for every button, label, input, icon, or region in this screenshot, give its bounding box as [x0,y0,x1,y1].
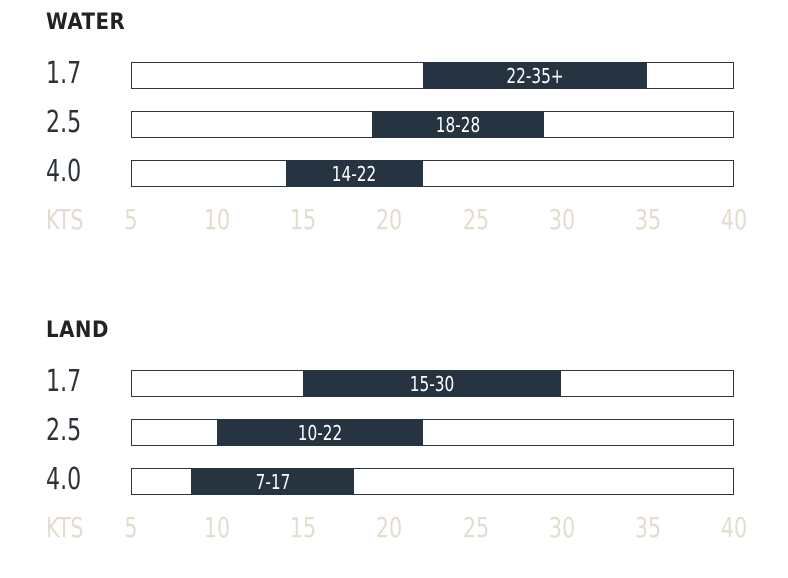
range-label: 7-17 [255,470,290,494]
range-label: 10-22 [297,421,343,445]
x-tick-label: 35 [634,511,661,544]
x-tick-label: 15 [290,203,317,236]
range-label: 18-28 [435,113,481,137]
row-label: 4.0 [46,462,82,497]
range-label: 22-35+ [506,64,564,88]
panel-title: WATER [46,10,126,35]
x-tick-label: 35 [634,203,661,236]
axis-unit-label: KTS [46,511,84,544]
x-tick-label: 10 [204,203,231,236]
row-label: 2.5 [46,413,82,448]
x-tick-label: 40 [720,203,748,236]
x-tick-label: 15 [290,511,317,544]
x-tick-label: 5 [124,511,138,544]
range-bar [423,61,648,89]
x-tick-label: 25 [462,203,489,236]
x-tick-label: 20 [376,511,403,544]
chart-panel-water: WATER 1.7 22-35+ 2.5 18-28 4.0 14-22 KTS 5 10 15 20… [0,0,788,270]
x-tick-label: 25 [462,511,489,544]
row-label: 2.5 [46,105,82,140]
range-track: 7-17 [131,467,734,495]
range-track: 14-22 [131,159,734,187]
x-tick-label: 40 [720,511,748,544]
range-bar [302,369,562,397]
row-label: 4.0 [46,154,82,189]
range-bar [216,418,424,446]
range-track: 22-35+ [131,61,734,89]
row-label: 1.7 [46,56,82,91]
panel-title: LAND [46,318,109,343]
range-bar [190,467,355,495]
range-track: 10-22 [131,418,734,446]
range-label: 15-30 [409,372,455,396]
range-label: 14-22 [332,162,377,186]
range-track: 18-28 [131,110,734,138]
x-tick-label: 30 [548,203,575,236]
x-tick-label: 20 [376,203,403,236]
range-track: 15-30 [131,369,734,397]
chart-panel-land: LAND 1.7 15-30 2.5 10-22 4.0 7-17 KTS 5 10 15 20 25 3… [0,308,788,578]
range-bar [371,110,544,138]
row-label: 1.7 [46,364,82,399]
axis-unit-label: KTS [46,203,84,236]
x-tick-label: 30 [548,511,575,544]
range-bar [285,159,424,187]
x-tick-label: 10 [204,511,231,544]
x-tick-label: 5 [124,203,138,236]
